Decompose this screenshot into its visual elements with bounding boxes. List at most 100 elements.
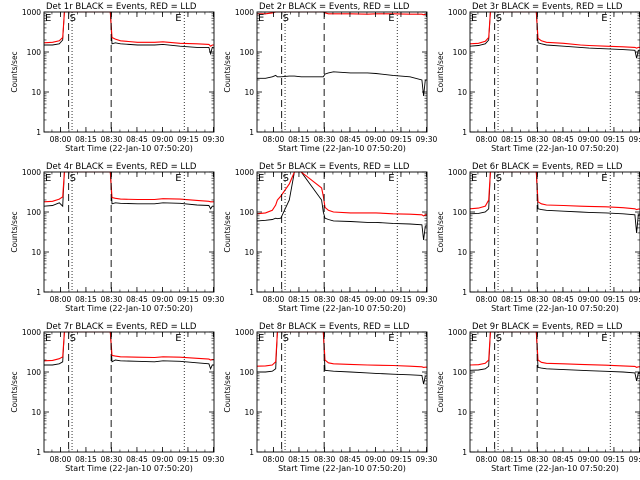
x-tick-label: 08:30	[101, 455, 123, 464]
y-tick-label: 10	[457, 88, 467, 97]
lld-series-line	[256, 331, 427, 368]
x-tick-label: 09:15	[390, 135, 412, 144]
marker-label-e-start: E	[258, 333, 264, 344]
y-axis-label: Counts/sec	[223, 51, 232, 92]
y-tick-label: 1	[249, 448, 254, 457]
x-tick-label: 09:00	[152, 455, 174, 464]
y-tick-label: 1	[462, 448, 467, 457]
plot-frame	[256, 331, 428, 453]
y-tick-label: 1	[36, 448, 41, 457]
x-tick-label: 08:00	[476, 295, 498, 304]
y-axis-label: Counts/sec	[436, 51, 445, 92]
x-tick-label: 09:00	[578, 295, 600, 304]
marker-label-e-start: E	[471, 13, 477, 24]
panel-title: Det 4r BLACK = Events, RED = LLD	[46, 162, 197, 172]
y-axis-label: Counts/sec	[10, 211, 19, 252]
y-tick-label: 1	[36, 288, 41, 297]
x-tick-label: 09:30	[629, 135, 640, 144]
x-tick-label: 08:15	[501, 295, 523, 304]
y-tick-label: 1000	[448, 8, 467, 17]
x-tick-label: 08:45	[126, 135, 148, 144]
x-tick-label: 08:15	[501, 135, 523, 144]
y-tick-label: 1	[462, 288, 467, 297]
x-tick-label: 09:15	[603, 135, 625, 144]
marker-label-e-end: E	[175, 13, 181, 24]
panel-title: Det 8r BLACK = Events, RED = LLD	[259, 322, 410, 332]
x-tick-label: 09:15	[603, 455, 625, 464]
plot-frame	[256, 11, 428, 133]
y-tick-label: 1000	[235, 168, 254, 177]
y-axis-label: Counts/sec	[10, 51, 19, 92]
x-tick-label: 08:45	[339, 455, 361, 464]
x-tick-label: 09:30	[416, 455, 438, 464]
x-tick-label: 09:30	[203, 135, 225, 144]
y-tick-label: 10	[244, 248, 254, 257]
x-tick-label: 08:15	[75, 135, 97, 144]
lld-series-line	[43, 171, 214, 203]
x-tick-label: 08:00	[50, 455, 72, 464]
marker-label-s: S	[283, 333, 289, 344]
y-tick-label: 100	[240, 368, 255, 377]
y-tick-label: 100	[27, 368, 42, 377]
plot-frame	[43, 331, 215, 453]
y-tick-label: 10	[31, 248, 41, 257]
x-tick-label: 09:15	[177, 135, 199, 144]
x-tick-label: 08:00	[50, 295, 72, 304]
x-tick-label: 09:30	[416, 135, 438, 144]
marker-label-e-start: E	[45, 173, 51, 184]
x-tick-label: 08:30	[101, 295, 123, 304]
panel-title: Det 3r BLACK = Events, RED = LLD	[472, 2, 623, 12]
x-tick-label: 08:00	[476, 455, 498, 464]
x-tick-label: 09:30	[203, 455, 225, 464]
marker-label-e-start: E	[471, 173, 477, 184]
marker-label-e-end: E	[601, 13, 607, 24]
lld-series-line	[43, 331, 214, 362]
lld-series-line	[469, 331, 640, 369]
y-tick-label: 1000	[448, 168, 467, 177]
x-tick-label: 09:30	[629, 455, 640, 464]
plot-frame	[43, 171, 215, 293]
y-tick-label: 1	[36, 128, 41, 137]
x-tick-label: 09:30	[416, 295, 438, 304]
x-tick-label: 09:30	[629, 295, 640, 304]
panel-title: Det 5r BLACK = Events, RED = LLD	[259, 162, 410, 172]
x-tick-label: 08:15	[288, 295, 310, 304]
y-tick-label: 100	[27, 48, 42, 57]
x-axis-label: Start Time (22-Jan-10 07:50:20)	[65, 304, 193, 313]
marker-label-s: S	[70, 173, 76, 184]
plot-frame	[256, 171, 428, 293]
marker-label-e-end: E	[388, 333, 394, 344]
marker-label-e-end: E	[601, 333, 607, 344]
x-tick-label: 08:30	[314, 295, 336, 304]
marker-label-e-start: E	[471, 333, 477, 344]
x-tick-label: 09:30	[203, 295, 225, 304]
marker-label-e-end: E	[388, 173, 394, 184]
x-tick-label: 08:45	[339, 135, 361, 144]
x-axis-label: Start Time (22-Jan-10 07:50:20)	[65, 464, 193, 473]
x-tick-label: 09:00	[152, 135, 174, 144]
panel-title: Det 9r BLACK = Events, RED = LLD	[472, 322, 623, 332]
y-tick-label: 100	[453, 48, 468, 57]
panel-title: Det 6r BLACK = Events, RED = LLD	[472, 162, 623, 172]
x-tick-label: 09:00	[578, 135, 600, 144]
marker-label-s: S	[496, 13, 502, 24]
x-tick-label: 09:00	[365, 135, 387, 144]
y-tick-label: 10	[244, 88, 254, 97]
x-tick-label: 08:15	[75, 295, 97, 304]
x-tick-label: 08:45	[552, 135, 574, 144]
y-tick-label: 10	[457, 408, 467, 417]
y-tick-label: 10	[31, 88, 41, 97]
y-tick-label: 1000	[448, 328, 467, 337]
marker-label-e-start: E	[45, 333, 51, 344]
x-tick-label: 08:30	[101, 135, 123, 144]
y-tick-label: 10	[31, 408, 41, 417]
events-series-line	[257, 71, 427, 96]
plot-frame	[43, 11, 215, 133]
marker-label-e-end: E	[175, 333, 181, 344]
lld-series-line	[256, 171, 427, 217]
